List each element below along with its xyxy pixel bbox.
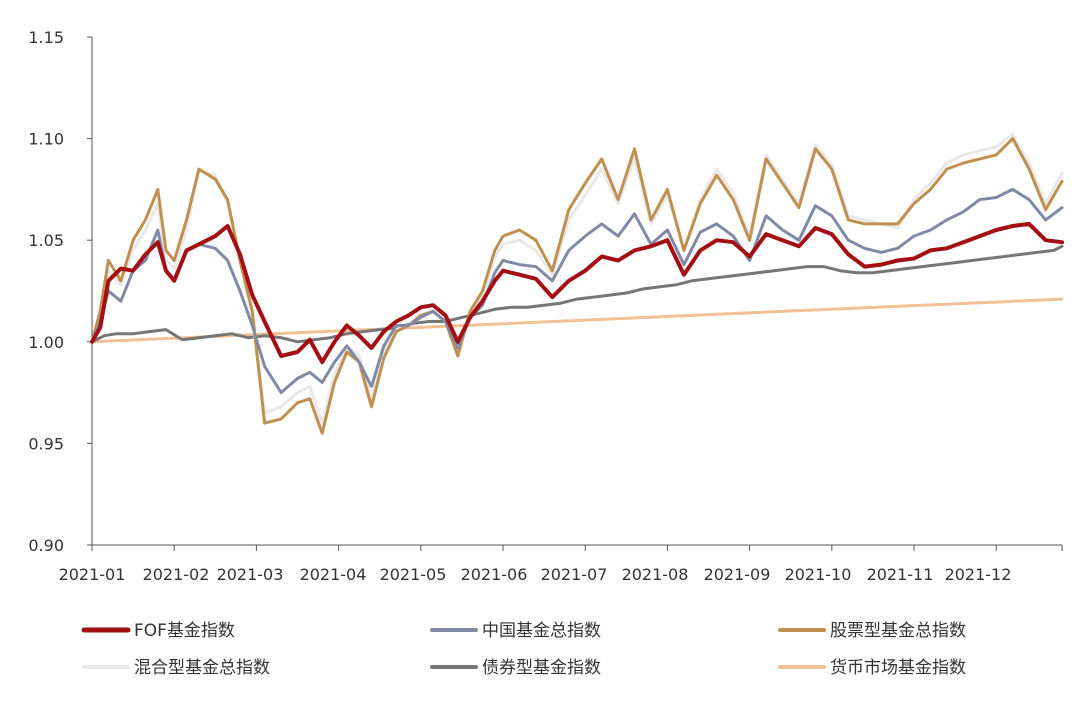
x-tick-label: 2021-10	[785, 565, 852, 584]
x-axis-ticks: 2021-01 2021-02 2021-03 2021-04 2021-05 2021-…	[59, 545, 1063, 584]
legend-label: 混合型基金总指数	[134, 658, 270, 678]
series-line-2	[90, 137, 1064, 435]
y-tick-label: 1.05	[28, 231, 64, 250]
legend-label: 中国基金总指数	[482, 621, 601, 641]
x-tick-label: 2021-08	[622, 565, 689, 584]
y-tick-label: 0.95	[28, 434, 64, 453]
legend-label: FOF基金指数	[134, 621, 235, 641]
x-tick-label: 2021-03	[217, 565, 284, 584]
series-line-1	[90, 187, 1064, 395]
series-line-4	[90, 244, 1064, 344]
x-tick-label: 2021-09	[704, 565, 771, 584]
y-tick-label: 1.15	[28, 28, 64, 47]
x-tick-label: 2021-05	[380, 565, 447, 584]
series-lines	[90, 133, 1064, 435]
x-tick-label: 2021-11	[867, 565, 934, 584]
y-tick-label: 0.90	[28, 536, 64, 555]
series-line-0	[90, 221, 1064, 365]
x-tick-label: 2021-07	[541, 565, 608, 584]
x-tick-label: 2021-01	[59, 565, 126, 584]
y-axis-ticks: 0.90 0.95 1.00 1.05 1.10 1.15	[28, 28, 92, 555]
series-line-3	[90, 133, 1064, 425]
legend-label: 货币市场基金指数	[830, 658, 966, 678]
legend-label: 股票型基金总指数	[830, 621, 966, 641]
y-tick-label: 1.00	[28, 333, 64, 352]
x-tick-label: 2021-06	[461, 565, 528, 584]
x-tick-label: 2021-02	[143, 565, 210, 584]
legend-label: 债券型基金指数	[482, 658, 601, 678]
x-tick-label: 2021-04	[300, 565, 367, 584]
axes	[91, 37, 1062, 546]
x-tick-label: 2021-12	[945, 565, 1012, 584]
y-tick-label: 1.10	[28, 130, 64, 149]
